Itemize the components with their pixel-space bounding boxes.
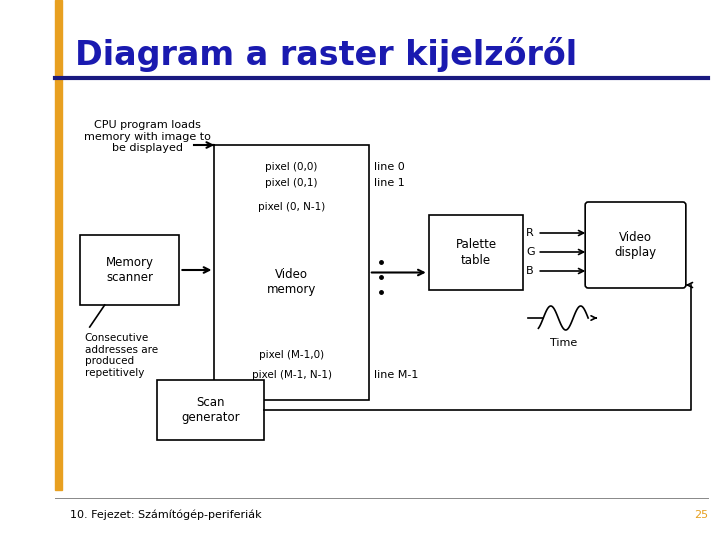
Text: pixel (M-1, N-1): pixel (M-1, N-1) <box>251 370 332 380</box>
Text: Memory
scanner: Memory scanner <box>106 256 153 284</box>
Text: Video
memory: Video memory <box>267 268 316 296</box>
Bar <box>428 215 523 290</box>
Text: Diagram a raster kijelzőről: Diagram a raster kijelzőről <box>75 37 577 72</box>
Text: pixel (0,0): pixel (0,0) <box>266 162 318 172</box>
Text: B: B <box>526 266 534 276</box>
Text: Scan
generator: Scan generator <box>181 396 240 424</box>
Text: Time: Time <box>549 338 577 348</box>
Text: Video
display: Video display <box>614 231 657 259</box>
Text: 25: 25 <box>693 510 708 520</box>
Bar <box>55 0 62 490</box>
Text: Palette
table: Palette table <box>456 239 497 267</box>
Text: G: G <box>526 247 535 257</box>
Text: pixel (0,1): pixel (0,1) <box>266 178 318 188</box>
Text: CPU program loads
memory with image to
be displayed: CPU program loads memory with image to b… <box>84 120 211 153</box>
Text: 10. Fejezet: Számítógép-periferiák: 10. Fejezet: Számítógép-periferiák <box>70 510 261 520</box>
Bar <box>156 380 264 440</box>
Text: R: R <box>526 228 534 238</box>
Text: line 0: line 0 <box>374 162 405 172</box>
Text: line M-1: line M-1 <box>374 370 418 380</box>
Text: Consecutive
addresses are
produced
repetitively: Consecutive addresses are produced repet… <box>85 333 158 378</box>
Text: pixel (0, N-1): pixel (0, N-1) <box>258 202 325 212</box>
Bar <box>80 235 179 305</box>
Text: line 1: line 1 <box>374 178 405 188</box>
Text: pixel (M-1,0): pixel (M-1,0) <box>259 350 324 360</box>
FancyBboxPatch shape <box>585 202 686 288</box>
Bar <box>215 145 369 400</box>
